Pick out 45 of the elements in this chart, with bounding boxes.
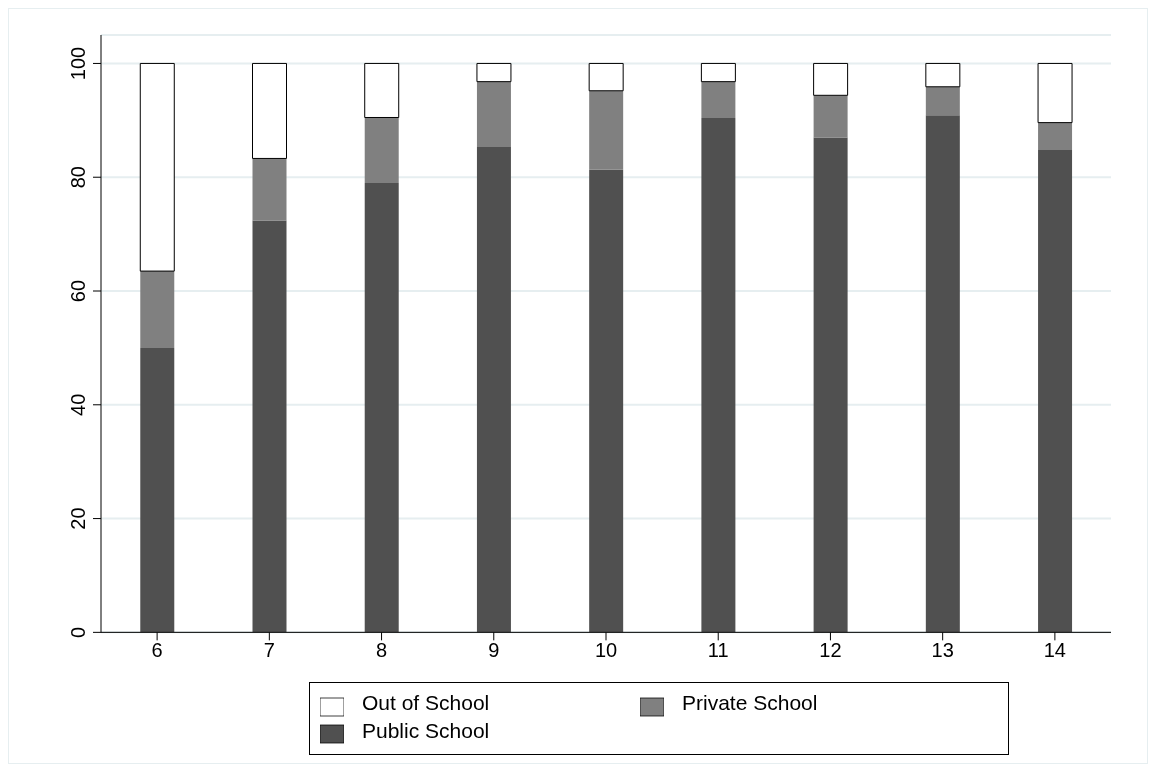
y-tick-label: 80 [67, 166, 89, 189]
legend-label: Private School [682, 691, 818, 715]
bar [476, 81, 511, 148]
x-tick-label: 8 [375, 638, 388, 661]
bar [925, 86, 960, 116]
bar [476, 62, 512, 83]
x-tick-label: 14 [1043, 638, 1067, 661]
bar [701, 81, 736, 119]
bar [813, 95, 848, 138]
y-tick-label: 60 [67, 279, 89, 303]
bar [140, 347, 175, 633]
bar [139, 62, 175, 272]
bar [813, 137, 848, 633]
bar [813, 62, 849, 96]
bar [1037, 62, 1073, 124]
bar [701, 118, 736, 633]
bar [1038, 122, 1073, 150]
bar [589, 90, 624, 170]
y-tick-label: 20 [67, 507, 89, 530]
bar [700, 62, 736, 83]
bar [252, 62, 287, 159]
bar [476, 147, 511, 633]
y-tick-label: 0 [67, 626, 89, 638]
y-tick-label: 40 [67, 393, 89, 416]
bar [925, 115, 960, 633]
bar [588, 62, 624, 92]
x-tick-label: 12 [819, 638, 842, 661]
x-tick-label: 10 [594, 638, 618, 661]
bar [252, 220, 287, 633]
bar [925, 62, 961, 88]
bar [589, 169, 624, 633]
legend-label: Public School [362, 718, 490, 742]
bar [140, 271, 175, 348]
x-tick-label: 11 [707, 638, 729, 661]
x-tick-label: 7 [263, 638, 275, 661]
x-tick-label: 13 [931, 638, 954, 661]
bar [364, 62, 400, 118]
bar [364, 117, 399, 183]
legend-label: Out of School [362, 691, 490, 715]
x-tick-label: 6 [151, 638, 163, 661]
bar [252, 158, 287, 221]
x-tick-label: 9 [488, 638, 500, 661]
bar [1038, 149, 1073, 633]
bar [364, 182, 399, 633]
y-tick-label: 100 [67, 46, 89, 81]
